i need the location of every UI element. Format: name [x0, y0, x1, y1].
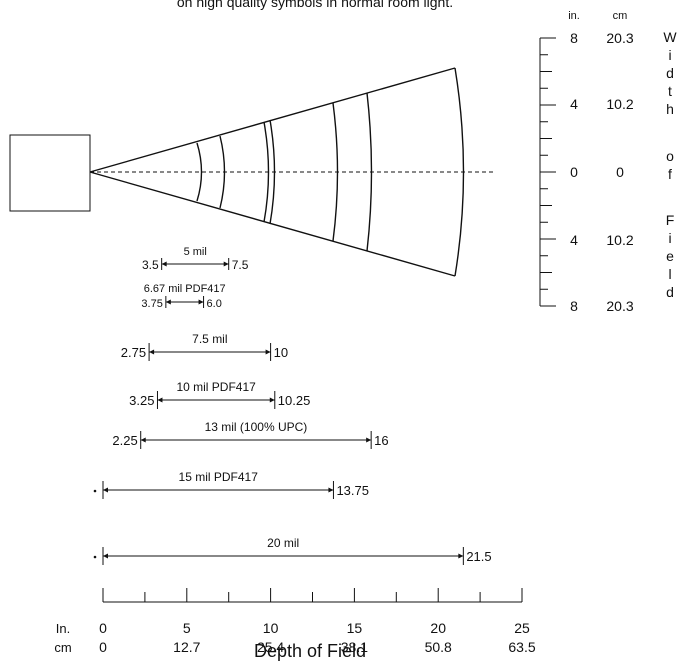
range-far-arrow — [223, 261, 229, 267]
range-symbol-label: 15 mil PDF417 — [179, 470, 259, 484]
depth-tick-label-in: 20 — [430, 620, 446, 636]
symbol-range-row: 3.75 6.0 6.67 mil PDF417 — [141, 283, 225, 310]
width-of-field-letter: d — [666, 284, 674, 300]
width-tick-label-cm: 0 — [616, 164, 624, 180]
range-far-value: 16 — [374, 433, 388, 448]
range-near-value: 2.25 — [112, 433, 137, 448]
range-symbol-label: 20 mil — [267, 536, 299, 550]
range-symbol-label: 5 mil — [184, 246, 207, 258]
range-near-arrow — [103, 553, 108, 559]
depth-tick-label-cm: 50.8 — [425, 639, 452, 655]
width-of-field-letter: e — [666, 248, 674, 264]
depth-axis: In. cm 0 0 5 12.7 10 25.4 15 38.1 20 50.8 25 63.5 D… — [54, 588, 536, 661]
width-of-field-letter: t — [668, 83, 672, 99]
range-far-value: 13.75 — [336, 483, 369, 498]
width-of-field-letter: o — [666, 148, 674, 164]
depth-unit-in: In. — [56, 621, 70, 636]
range-arc — [366, 92, 373, 252]
depth-tick-label-in: 10 — [263, 620, 279, 636]
range-arc — [332, 102, 339, 242]
range-near-arrow — [149, 349, 155, 355]
depth-tick-label-in: 5 — [183, 620, 191, 636]
depth-tick-label-in: 25 — [514, 620, 530, 636]
width-tick-label-in: 8 — [570, 298, 578, 314]
width-of-field-letter: i — [668, 47, 671, 63]
range-symbol-label: 13 mil (100% UPC) — [205, 420, 308, 434]
depth-tick-label-cm: 25.4 — [257, 639, 284, 655]
depth-tick-label-cm: 63.5 — [508, 639, 535, 655]
range-far-arrow — [269, 397, 275, 403]
range-near-value: 2.75 — [121, 345, 146, 360]
range-symbol-label: 10 mil PDF417 — [176, 380, 256, 394]
range-near-arrow — [157, 397, 163, 403]
range-near-value: 3.5 — [142, 258, 159, 272]
width-of-field-letter: l — [668, 266, 671, 282]
width-tick-label-cm: 10.2 — [606, 232, 633, 248]
window-marker — [93, 555, 97, 559]
width-of-field-letter: F — [666, 212, 675, 228]
scan-cone — [89, 67, 496, 277]
window-marker — [93, 489, 97, 493]
width-unit-cm: cm — [613, 10, 628, 22]
range-far-arrow — [328, 487, 334, 493]
range-symbol-label: 7.5 mil — [192, 332, 227, 346]
width-of-field-letter: h — [666, 101, 674, 117]
range-symbol-label: 6.67 mil PDF417 — [144, 283, 226, 295]
symbol-range-row: 2.75 10 7.5 mil — [121, 332, 288, 361]
range-arc — [196, 142, 203, 202]
depth-tick-label-cm: 12.7 — [173, 639, 200, 655]
depth-tick-label-in: 0 — [99, 620, 107, 636]
range-arc — [263, 121, 270, 223]
depth-tick-label-in: 15 — [347, 620, 363, 636]
width-scale: in. cm 8 20.34 10.20 04 10.28 20.3 WidthofFie… — [539, 10, 677, 314]
depth-axis-title: Depth of Field — [254, 641, 366, 661]
range-arc — [269, 119, 276, 225]
range-far-arrow — [265, 349, 271, 355]
range-near-arrow — [103, 487, 108, 493]
width-tick-label-in: 4 — [570, 232, 578, 248]
symbol-range-row: 3.5 7.5 5 mil — [142, 246, 249, 272]
width-tick-label-cm: 20.3 — [606, 298, 633, 314]
width-tick-label-in: 0 — [570, 164, 578, 180]
range-far-value: 21.5 — [466, 549, 491, 564]
range-far-value: 6.0 — [207, 298, 222, 310]
depth-tick-label-cm: 38.1 — [341, 639, 368, 655]
width-tick-label-cm: 10.2 — [606, 96, 633, 112]
width-of-field-letter: d — [666, 65, 674, 81]
range-near-arrow — [140, 437, 146, 443]
range-far-arrow — [366, 437, 372, 443]
range-far-arrow — [198, 299, 204, 305]
depth-tick-label-cm: 0 — [99, 639, 107, 655]
range-near-arrow — [165, 299, 171, 305]
symbol-range-row: 2.25 16 13 mil (100% UPC) — [112, 420, 389, 449]
depth-unit-cm: cm — [54, 640, 71, 655]
range-arcs — [196, 92, 373, 252]
range-near-value: 3.75 — [141, 298, 162, 310]
range-near-value: 3.25 — [129, 393, 154, 408]
width-of-field-letter: i — [668, 230, 671, 246]
range-far-arrow — [458, 553, 464, 559]
range-far-value: 10 — [274, 345, 288, 360]
width-unit-in: in. — [568, 10, 580, 22]
width-of-field-letter: W — [663, 29, 677, 45]
width-tick-label-in: 8 — [570, 30, 578, 46]
width-tick-label-in: 4 — [570, 96, 578, 112]
symbol-range-row: 13.75 15 mil PDF417 — [93, 470, 369, 499]
symbol-ranges: 3.5 7.5 5 mil 3.75 6.0 6.67 mil PDF417 2.75 10 7… — [93, 246, 492, 565]
range-far-value: 10.25 — [278, 393, 311, 408]
symbol-range-row: 3.25 10.25 10 mil PDF417 — [129, 380, 310, 409]
scanner-head — [9, 134, 91, 212]
width-tick-label-cm: 20.3 — [606, 30, 633, 46]
caption-fragment: on high quality symbols in normal room l… — [177, 0, 453, 10]
symbol-range-row: 21.5 20 mil — [93, 536, 492, 565]
range-near-arrow — [161, 261, 167, 267]
width-of-field-letter: f — [668, 166, 672, 182]
range-arc — [219, 135, 226, 209]
range-far-value: 7.5 — [232, 258, 249, 272]
